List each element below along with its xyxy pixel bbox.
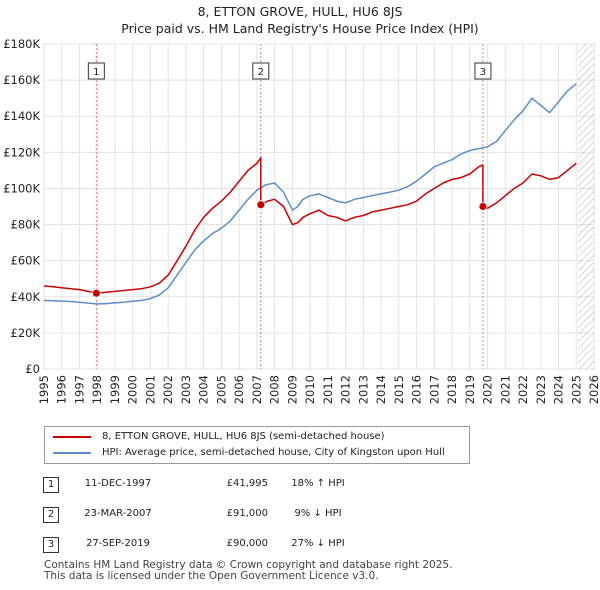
x-tick-label: 1999 bbox=[108, 375, 122, 404]
footer-licence: This data is licensed under the Open Gov… bbox=[44, 570, 379, 582]
title-subtitle: Price paid vs. HM Land Registry's House … bbox=[121, 21, 479, 36]
x-tick-label: 2018 bbox=[445, 375, 459, 404]
y-tick-label: £20K bbox=[11, 326, 41, 340]
sale-badge: 1 bbox=[43, 477, 59, 493]
sale-points bbox=[91, 200, 488, 298]
hpi-line bbox=[43, 83, 577, 305]
x-tick-label: 2011 bbox=[321, 375, 335, 404]
x-tick-label: 2024 bbox=[552, 375, 566, 404]
x-tick-label: 2026 bbox=[587, 375, 600, 404]
y-tick-label: £180K bbox=[3, 37, 40, 51]
y-tick-label: £0 bbox=[25, 362, 40, 376]
chart: 1 2 3 £0 £20K £40K £60K £80K £100K £120K £140K £16… bbox=[3, 37, 600, 404]
title-address: 8, ETTON GROVE, HULL, HU6 8JS bbox=[197, 4, 403, 19]
sale-point bbox=[91, 288, 101, 298]
x-tick-label: 2019 bbox=[463, 375, 477, 404]
sale-marker-label: 3 bbox=[480, 67, 486, 78]
x-tick-label: 2005 bbox=[214, 375, 228, 404]
legend-swatch-property bbox=[53, 436, 91, 438]
legend: 8, ETTON GROVE, HULL, HU6 8JS (semi-deta… bbox=[44, 426, 470, 464]
x-tick-label: 2012 bbox=[339, 375, 353, 404]
x-tick-label: 2020 bbox=[481, 375, 495, 404]
sale-marker-label: 2 bbox=[258, 67, 264, 78]
x-tick-label: 2000 bbox=[126, 375, 140, 404]
y-tick-label: £80K bbox=[11, 218, 41, 232]
x-tick-label: 2002 bbox=[161, 375, 175, 404]
x-tick-label: 2014 bbox=[374, 375, 388, 404]
x-tick-label: 2022 bbox=[516, 375, 530, 404]
x-tick-label: 1996 bbox=[55, 375, 69, 404]
sale-point bbox=[478, 202, 488, 211]
sale-hpi: 9% ↓ HPI bbox=[294, 508, 342, 519]
x-tick-label: 2013 bbox=[356, 375, 370, 404]
y-tick-label: £140K bbox=[3, 109, 40, 123]
y-tick-labels: £0 £20K £40K £60K £80K £100K £120K £140K £160K £1… bbox=[3, 37, 40, 376]
x-tick-label: 2003 bbox=[179, 375, 193, 404]
sale-date: 11-DEC-1997 bbox=[84, 478, 152, 489]
y-tick-label: £60K bbox=[11, 254, 41, 268]
y-tick-label: £160K bbox=[3, 73, 40, 87]
legend-label-hpi: HPI: Average price, semi-detached house,… bbox=[102, 447, 445, 458]
y-tick-label: £120K bbox=[3, 145, 40, 159]
sale-badges: 1 2 3 bbox=[87, 62, 492, 80]
chart-title: 8, ETTON GROVE, HULL, HU6 8JS Price paid… bbox=[0, 3, 600, 37]
x-tick-label: 2025 bbox=[569, 375, 583, 404]
x-tick-label: 2023 bbox=[534, 375, 548, 404]
sale-marker-label: 1 bbox=[93, 67, 99, 78]
x-tick-labels: 1995 1996 1997 1998 1999 2000 2001 2002 2003 2004… bbox=[37, 375, 600, 404]
sale-hpi: 27% ↓ HPI bbox=[291, 538, 345, 549]
legend-label-property: 8, ETTON GROVE, HULL, HU6 8JS (semi-deta… bbox=[102, 431, 385, 442]
x-tick-label: 1998 bbox=[90, 375, 104, 404]
y-tick-label: £100K bbox=[3, 181, 40, 195]
sale-hpi: 18% ↑ HPI bbox=[291, 478, 345, 489]
sale-marker-badge bbox=[474, 62, 492, 80]
sale-marker-badge bbox=[252, 62, 270, 80]
x-tick-label: 2015 bbox=[392, 375, 406, 404]
sale-badge: 3 bbox=[43, 537, 59, 553]
sale-point bbox=[256, 200, 266, 210]
sale-price: £41,995 bbox=[226, 478, 268, 489]
sale-price: £91,000 bbox=[226, 508, 268, 519]
x-tick-label: 2009 bbox=[285, 375, 299, 404]
footer-copyright: Contains HM Land Registry data © Crown c… bbox=[44, 559, 453, 571]
sale-date: 27-SEP-2019 bbox=[86, 538, 150, 549]
x-tick-label: 1997 bbox=[72, 375, 86, 404]
x-tick-label: 2021 bbox=[498, 375, 512, 404]
x-tick-label: 2017 bbox=[427, 375, 441, 404]
x-tick-label: 2006 bbox=[232, 375, 246, 404]
legend-swatch-hpi bbox=[53, 452, 91, 454]
sale-price: £90,000 bbox=[226, 538, 268, 549]
footer: Contains HM Land Registry data © Crown c… bbox=[44, 560, 452, 582]
y-tick-label: £40K bbox=[11, 290, 41, 304]
x-tick-label: 2010 bbox=[303, 375, 317, 404]
future-hatch bbox=[578, 44, 594, 369]
sale-marker-badge bbox=[87, 62, 105, 80]
x-tick-label: 2008 bbox=[268, 375, 282, 404]
sale-badge: 2 bbox=[43, 507, 59, 523]
plot-area bbox=[43, 43, 595, 370]
x-tick-label: 2007 bbox=[250, 375, 264, 404]
x-tick-label: 2016 bbox=[410, 375, 424, 404]
x-tick-label: 1995 bbox=[37, 375, 51, 404]
x-tick-label: 2004 bbox=[197, 375, 211, 404]
x-tick-label: 2001 bbox=[143, 375, 157, 404]
sale-date: 23-MAR-2007 bbox=[84, 508, 152, 519]
